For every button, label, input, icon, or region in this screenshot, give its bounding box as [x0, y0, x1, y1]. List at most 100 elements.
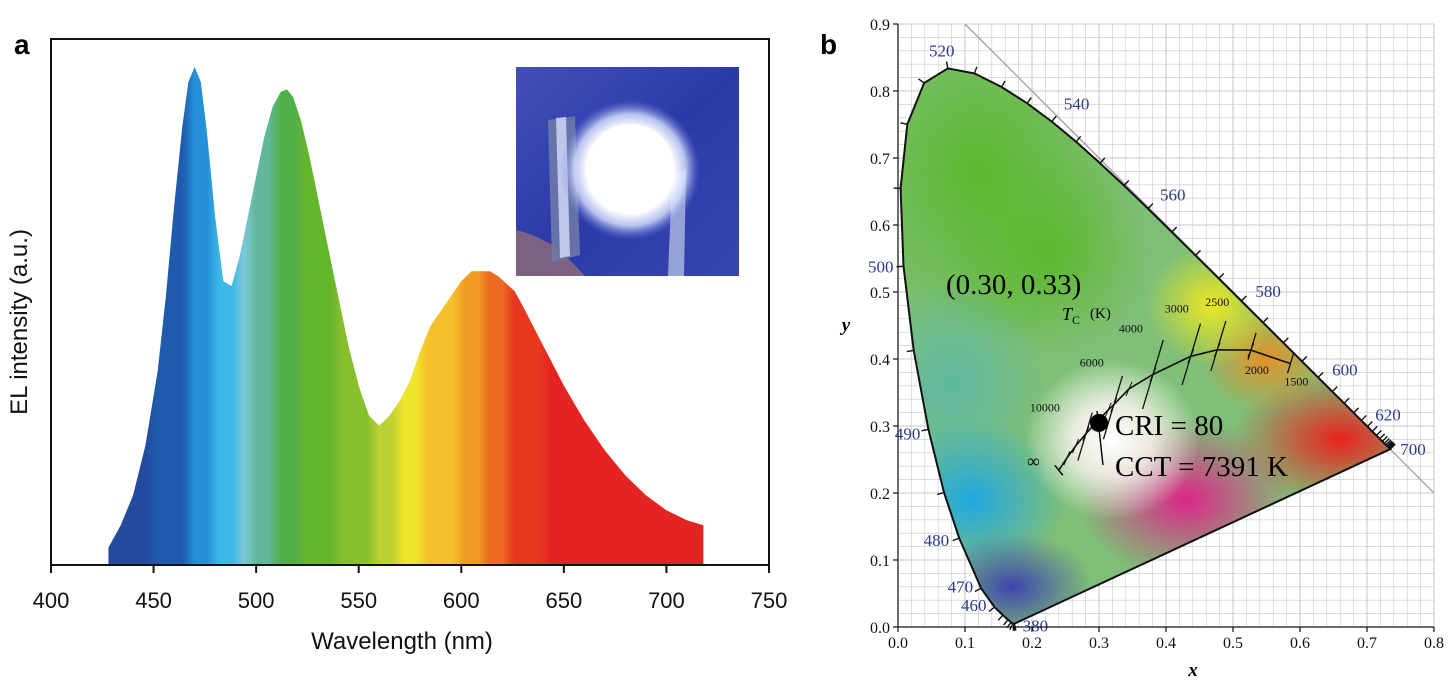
- locus-tick: [997, 614, 1004, 621]
- cie-point-label: (0.30, 0.33): [946, 269, 1081, 301]
- wavelength-label-460: 460: [961, 596, 987, 615]
- wavelength-label-380: 380: [1023, 617, 1049, 636]
- infinity-label: ∞: [1027, 451, 1040, 471]
- cri-leader-line: [1096, 410, 1104, 466]
- infinity-cap: [1054, 464, 1064, 476]
- tc-symbol-sub: C: [1072, 313, 1080, 327]
- locus-tick: [1075, 135, 1082, 143]
- wavelength-label-540: 540: [1064, 95, 1090, 114]
- axes-b: 0.0 0.1 0.2 0.3 0.4 0.5 0.6 0.7 0.8 0.0 0.1 0.2 0.3 0…: [840, 17, 1444, 681]
- x-tick-label-a-700: 700: [648, 588, 685, 613]
- x-tick-label-b-0.8: 0.8: [1424, 635, 1444, 652]
- y-tick-label-b-0.9: 0.9: [870, 17, 890, 34]
- x-tick-label-a-550: 550: [340, 588, 377, 613]
- locus-tick: [1375, 430, 1382, 436]
- locus-tick: [1026, 97, 1032, 104]
- y-tick-label-b-0.0: 0.0: [870, 620, 890, 637]
- cct-label-4000: 4000: [1119, 322, 1143, 336]
- y-tick-label-b-0.4: 0.4: [870, 352, 890, 369]
- locus-tick: [952, 537, 960, 542]
- wavelength-label-520: 520: [929, 41, 955, 60]
- panel-a: a 400 450 500 550 600 650 700 750 Wavelength (n…: [6, 29, 787, 655]
- locus-tick: [945, 61, 949, 69]
- isotherm-lines: [1054, 320, 1295, 476]
- locus-tick: [1317, 371, 1324, 378]
- y-tick-label-b-0.3: 0.3: [870, 419, 890, 436]
- cct-label-1500: 1500: [1284, 375, 1308, 389]
- y-axis-label-b: y: [840, 315, 851, 336]
- cct-labels: 10000 6000 4000 3000 2500 2000 1500: [1030, 295, 1308, 415]
- cct-value-label: CCT = 7391 K: [1115, 451, 1288, 483]
- panel-label-a: a: [14, 29, 30, 60]
- planck-tick: [1187, 349, 1195, 364]
- locus-tick: [973, 66, 978, 74]
- planck-tick: [1110, 397, 1118, 412]
- locus-tick: [1218, 273, 1225, 279]
- y-tick-label-b-0.1: 0.1: [870, 553, 890, 570]
- x-tick-label-a-450: 450: [135, 588, 172, 613]
- planck-tick: [1104, 402, 1112, 418]
- locus-tick: [906, 349, 914, 353]
- planck-tick: [1247, 342, 1255, 358]
- locus-tick: [1147, 203, 1154, 210]
- locus-tick: [974, 587, 982, 593]
- wavelength-label-490: 490: [895, 424, 921, 443]
- locus-tick: [1381, 435, 1388, 442]
- tc-symbol: TC: [1062, 304, 1080, 327]
- locus-tick: [1389, 443, 1396, 450]
- y-tick-label-b-0.5: 0.5: [870, 285, 890, 302]
- tc-unit: (K): [1090, 306, 1111, 322]
- wavelength-label-700: 700: [1400, 440, 1426, 459]
- locus-tick: [1385, 439, 1392, 446]
- tc-symbol-t: T: [1062, 304, 1074, 324]
- x-tick-label-a-400: 400: [33, 588, 70, 613]
- planck-tick: [1082, 426, 1090, 441]
- locus-tick: [1353, 407, 1360, 414]
- locus-tick: [1099, 157, 1106, 164]
- locus-tick: [1371, 425, 1378, 432]
- locus-tick: [1240, 295, 1247, 302]
- panel-label-b: b: [820, 29, 837, 60]
- cct-label-3000: 3000: [1165, 301, 1189, 315]
- x-tick-label-a-600: 600: [443, 588, 480, 613]
- wavelength-label-620: 620: [1375, 405, 1401, 424]
- x-tick-label-b-0.0: 0.0: [888, 635, 908, 652]
- cct-label-2500: 2500: [1205, 295, 1229, 309]
- x-tick-label-a-500: 500: [238, 588, 275, 613]
- locus-tick: [1003, 619, 1009, 626]
- fill-blob: [1025, 359, 1200, 520]
- led-inset-photo: [516, 67, 739, 276]
- locus-tick: [921, 428, 929, 432]
- locus-tick: [1383, 437, 1390, 444]
- x-tick-label-b-0.3: 0.3: [1089, 635, 1109, 652]
- locus-tick: [1195, 249, 1201, 256]
- planck-tick: [1063, 450, 1071, 466]
- planck-tick: [1125, 381, 1133, 397]
- wavelength-label-560: 560: [1160, 186, 1186, 205]
- locus-tick: [1387, 441, 1394, 448]
- wavelength-label-500: 500: [868, 257, 894, 276]
- isotherm-1500: [1286, 351, 1295, 374]
- locus-tick: [1051, 115, 1057, 123]
- locus-tick: [1282, 337, 1289, 344]
- cri-label: CRI = 80: [1115, 410, 1223, 442]
- x-tick-label-b-0.4: 0.4: [1156, 635, 1176, 652]
- cct-label-10000: 10000: [1030, 401, 1060, 415]
- wavelength-label-480: 480: [924, 531, 950, 550]
- wavelength-label-470: 470: [948, 577, 974, 596]
- locus-tick: [1386, 440, 1393, 447]
- cct-label-2000: 2000: [1245, 363, 1269, 377]
- locus-tick: [1123, 179, 1130, 187]
- x-tick-label-b-0.5: 0.5: [1223, 635, 1243, 652]
- locus-tick: [937, 491, 945, 496]
- locus-tick: [1343, 397, 1350, 404]
- locus-tick: [1379, 433, 1386, 440]
- x-tick-label-b-0.2: 0.2: [1022, 635, 1042, 652]
- spectral-locus-ticks: [893, 61, 1396, 631]
- x-axis-label-b: x: [1187, 660, 1198, 681]
- y-axis-label-a: EL intensity (a.u.): [6, 229, 33, 415]
- locus-tick: [1366, 421, 1373, 427]
- locus-tick: [1331, 386, 1338, 393]
